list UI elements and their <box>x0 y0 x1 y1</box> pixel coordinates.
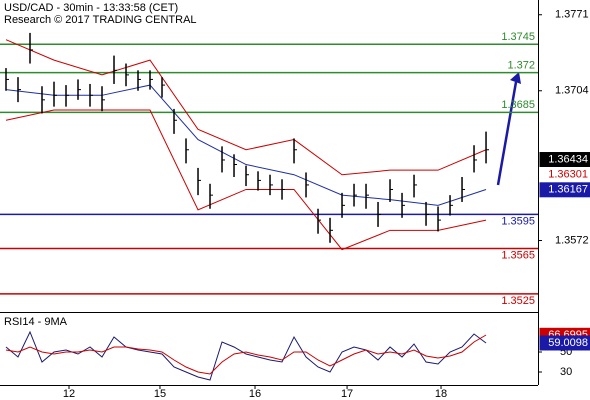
level-label: 1.372 <box>507 60 535 72</box>
level-label: 1.3685 <box>501 99 535 111</box>
price-tag-label: 59.0098 <box>548 337 588 349</box>
price-tag <box>539 335 590 351</box>
level-label: 1.3745 <box>501 31 535 43</box>
price-tag <box>539 152 590 168</box>
price-tag <box>539 182 590 198</box>
price-tag-label: 1.36301 <box>548 169 588 181</box>
x-tick-label: 18 <box>435 388 447 400</box>
level-label: 1.3595 <box>501 215 535 227</box>
rsi-title: RSI14 - 9MA <box>4 316 68 328</box>
y-tick-label: 1.3771 <box>555 9 589 21</box>
y-tick-label: 30 <box>560 366 572 378</box>
chart-subtitle: Research © 2017 TRADING CENTRAL <box>4 14 197 26</box>
price-tag-label: 1.36434 <box>548 153 588 165</box>
level-label: 1.3525 <box>501 295 535 307</box>
band-upper <box>5 39 487 176</box>
forecast-arrow-head <box>510 72 521 84</box>
y-tick-label: 1.3704 <box>555 85 589 97</box>
x-tick-label: 15 <box>154 388 166 400</box>
moving-average <box>5 84 487 206</box>
forecast-arrow <box>496 81 518 186</box>
y-tick-label: 1.3572 <box>555 234 589 246</box>
chart-title: USD/CAD - 30min - 13:33:58 (CET) <box>4 2 178 14</box>
rsi-line <box>5 334 487 375</box>
x-tick-label: 17 <box>341 388 353 400</box>
price-tag <box>539 167 590 183</box>
level-label: 1.3565 <box>501 249 535 261</box>
x-tick-label: 16 <box>249 388 261 400</box>
x-tick-label: 12 <box>63 388 75 400</box>
band-lower <box>5 109 487 251</box>
price-tag-label: 1.36167 <box>548 184 588 196</box>
